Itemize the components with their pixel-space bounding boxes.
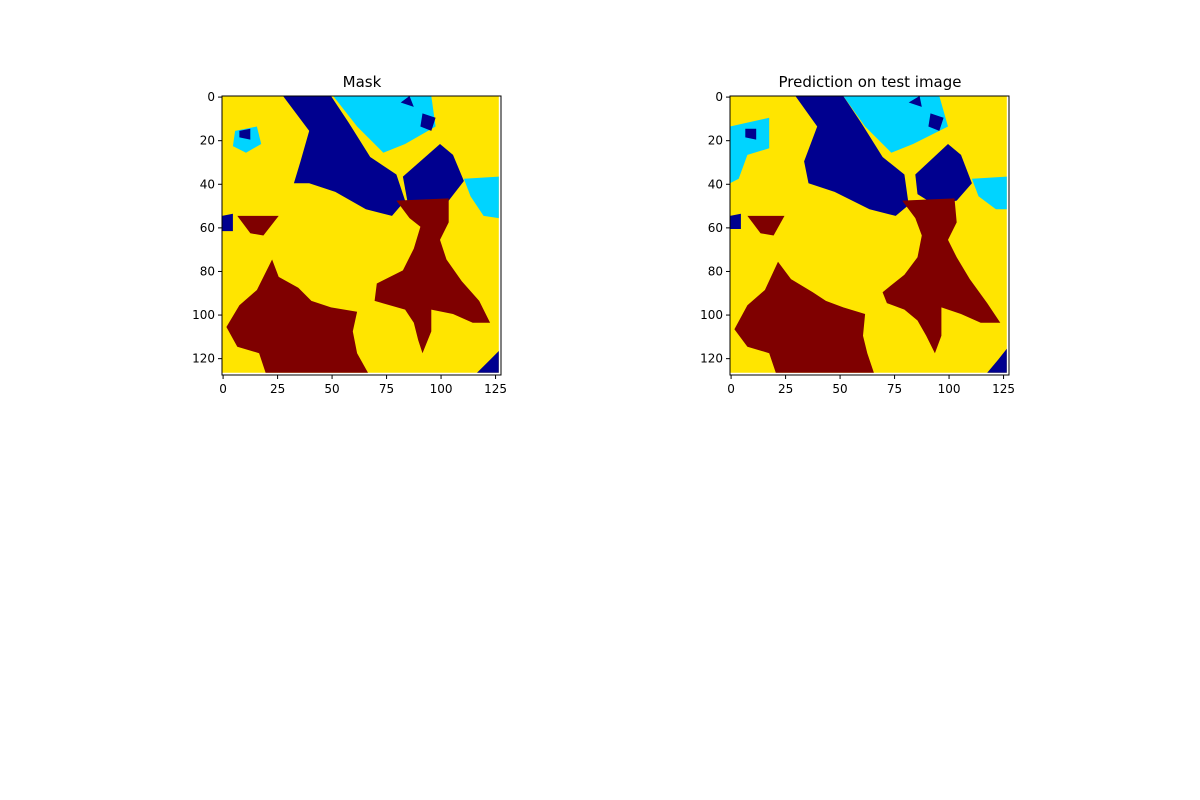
mask-panel: Mask 0 25 50 75 100 125 0 20 40 60 80 100 120 — [192, 73, 507, 396]
prediction-y-tick-label: 80 — [708, 264, 723, 278]
prediction-region-dark-blue-1 — [795, 96, 909, 216]
mask-plot-area — [222, 96, 499, 373]
prediction-x-tick-label: 75 — [887, 382, 902, 396]
prediction-plot-area — [730, 96, 1007, 373]
prediction-region-dark-blue-5 — [915, 144, 972, 205]
prediction-x-tick-label: 50 — [832, 382, 847, 396]
prediction-panel: Prediction on test image 0 25 50 75 100 125 0… — [700, 73, 1015, 396]
prediction-region-light-blue-2 — [843, 96, 948, 153]
prediction-title: Prediction on test image — [778, 73, 961, 91]
mask-region-dark-red-10 — [237, 215, 279, 236]
prediction-region-dark-blue-4 — [928, 113, 944, 131]
prediction-y-tick-label: 40 — [708, 177, 723, 191]
prediction-region-light-blue-7 — [730, 117, 770, 184]
prediction-region-dark-blue-8 — [745, 128, 757, 140]
prediction-region-dark-blue-3 — [908, 96, 922, 107]
prediction-y-tick-label: 0 — [715, 90, 723, 104]
mask-region-dark-red-11 — [374, 198, 491, 354]
prediction-region-dark-red-11 — [882, 198, 1001, 354]
mask-region-dark-blue-9 — [222, 213, 233, 232]
prediction-region-dark-red-10 — [747, 215, 785, 236]
mask-x-tick-label: 125 — [484, 382, 507, 396]
prediction-y-tick-label: 100 — [700, 308, 723, 322]
mask-y-tick-label: 40 — [200, 177, 215, 191]
mask-x-tick-label: 75 — [379, 382, 394, 396]
prediction-y-tick-label: 20 — [708, 134, 723, 148]
mask-y-tick-label: 80 — [200, 264, 215, 278]
prediction-y-axis: 0 20 40 60 80 100 120 — [700, 90, 730, 366]
mask-y-axis: 0 20 40 60 80 100 120 — [192, 90, 222, 366]
mask-y-tick-label: 0 — [207, 90, 215, 104]
prediction-x-tick-label: 0 — [727, 382, 735, 396]
mask-region-dark-blue-3 — [400, 96, 414, 107]
prediction-x-tick-label: 25 — [778, 382, 793, 396]
mask-axes-frame — [221, 95, 502, 376]
mask-region-dark-blue-5 — [402, 144, 464, 205]
mask-x-tick-label: 0 — [219, 382, 227, 396]
mask-region-dark-blue-4 — [420, 113, 436, 131]
mask-region-dark-blue-1 — [283, 96, 406, 216]
prediction-axes-frame — [729, 95, 1010, 376]
mask-x-axis: 0 25 50 75 100 125 — [219, 375, 507, 396]
prediction-x-tick-label: 125 — [992, 382, 1015, 396]
prediction-region-dark-blue-13 — [987, 348, 1007, 373]
mask-region-light-blue-6 — [463, 176, 499, 219]
mask-y-tick-label: 100 — [192, 308, 215, 322]
mask-y-tick-label: 120 — [192, 352, 215, 366]
mask-y-tick-label: 60 — [200, 221, 215, 235]
prediction-y-tick-label: 120 — [700, 352, 723, 366]
prediction-region-dark-red-12 — [734, 261, 874, 373]
mask-x-tick-label: 50 — [324, 382, 339, 396]
mask-x-tick-label: 100 — [430, 382, 453, 396]
prediction-region-dark-blue-9 — [730, 213, 741, 229]
prediction-region-light-blue-6 — [971, 176, 1007, 210]
mask-title: Mask — [343, 73, 382, 91]
mask-x-tick-label: 25 — [270, 382, 285, 396]
mask-y-tick-label: 20 — [200, 134, 215, 148]
mask-region-light-blue-2 — [333, 96, 436, 153]
mask-region-dark-blue-8 — [239, 128, 251, 140]
prediction-y-tick-label: 60 — [708, 221, 723, 235]
mask-region-dark-blue-13 — [477, 351, 499, 373]
mask-region-dark-red-12 — [226, 259, 368, 373]
prediction-x-axis: 0 25 50 75 100 125 — [727, 375, 1015, 396]
prediction-x-tick-label: 100 — [938, 382, 961, 396]
